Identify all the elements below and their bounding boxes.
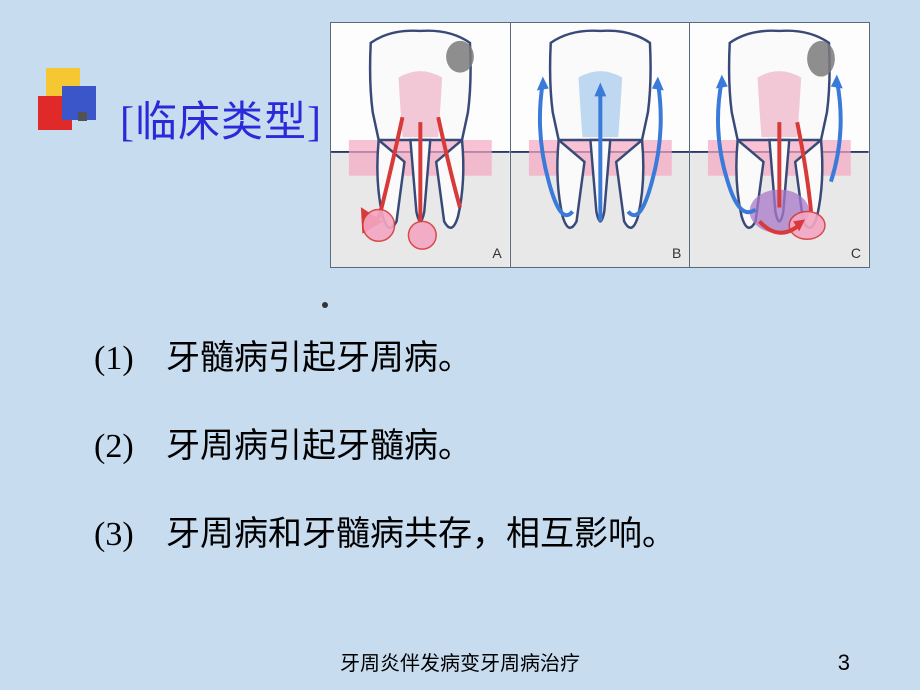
list-text: 牙髓病引起牙周病。 xyxy=(166,340,472,377)
diagram-panel-a: A xyxy=(331,23,511,267)
list-item: (2)牙周病引起牙髓病。 xyxy=(94,424,864,470)
page-number: 3 xyxy=(838,650,850,676)
panel-label-b: B xyxy=(672,245,681,261)
list-number: (1) xyxy=(94,336,166,382)
center-dot-icon xyxy=(322,302,328,308)
list-number: (3) xyxy=(94,512,166,558)
list-text: 牙周病和牙髓病共存，相互影响。 xyxy=(166,516,676,553)
list-number: (2) xyxy=(94,424,166,470)
slide: [临床类型] xyxy=(0,0,920,690)
panel-label-c: C xyxy=(851,245,861,261)
bullet-square-icon xyxy=(78,112,87,121)
logo-block xyxy=(38,68,98,138)
clinical-type-list: (1)牙髓病引起牙周病。 (2)牙周病引起牙髓病。 (3)牙周病和牙髓病共存，相… xyxy=(94,336,864,600)
list-text: 牙周病引起牙髓病。 xyxy=(166,428,472,465)
logo-squares-icon xyxy=(38,68,98,138)
list-item: (1)牙髓病引起牙周病。 xyxy=(94,336,864,382)
slide-title: [临床类型] xyxy=(120,88,322,149)
tooth-a-icon xyxy=(331,23,510,267)
panel-label-a: A xyxy=(492,245,501,261)
diagram-panel-c: C xyxy=(690,23,869,267)
footer-text: 牙周炎伴发病变牙周病治疗 xyxy=(0,647,920,676)
tooth-c-icon xyxy=(690,23,869,267)
clinical-type-diagram: A xyxy=(330,22,870,268)
tooth-b-icon xyxy=(511,23,690,267)
diagram-panel-b: B xyxy=(511,23,691,267)
list-item: (3)牙周病和牙髓病共存，相互影响。 xyxy=(94,512,864,558)
